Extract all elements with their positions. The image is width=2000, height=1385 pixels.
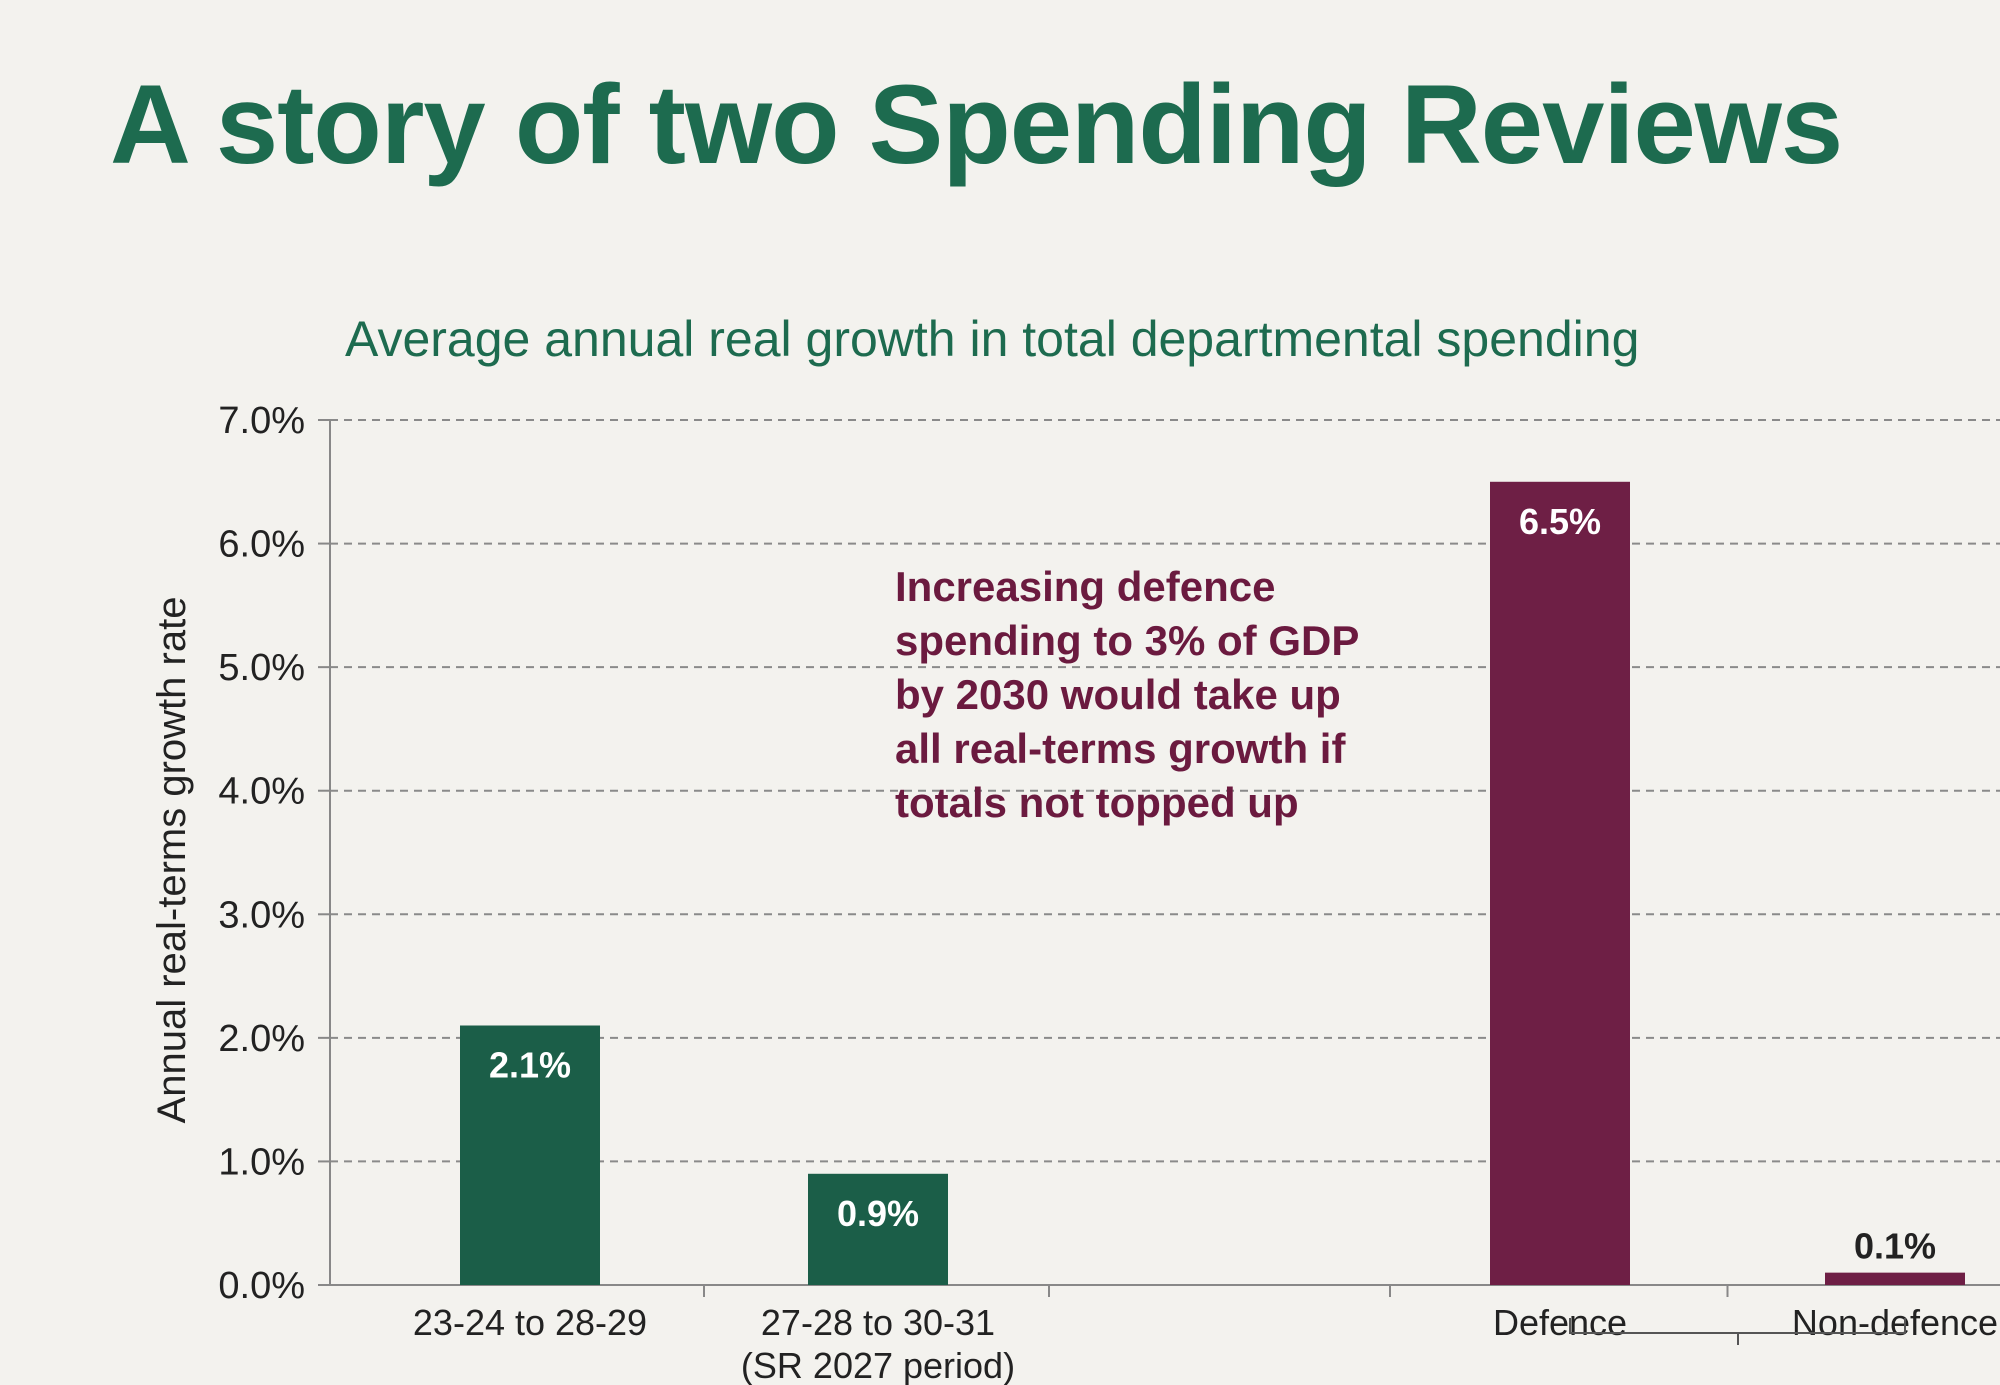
bar [1490, 481, 1630, 1285]
annotation-line: all real-terms growth if [895, 725, 1346, 772]
y-tick-label: 0.0% [218, 1265, 305, 1307]
bar [1825, 1272, 1965, 1285]
y-tick-label: 4.0% [218, 771, 305, 813]
data-label: 0.1% [1854, 1226, 1936, 1267]
x-tick-sublabel: (SR 2027 period) [741, 1345, 1015, 1385]
y-tick-label: 6.0% [218, 524, 305, 566]
bar [808, 1173, 948, 1285]
data-label: 6.5% [1519, 501, 1601, 542]
x-tick-label: 23-24 to 28-29 [413, 1302, 647, 1343]
category-bracket [1569, 1318, 1906, 1345]
y-tick-label: 5.0% [218, 647, 305, 689]
annotation: Increasing defence spending to 3% of GDP… [895, 560, 1359, 830]
x-tick-label: Non-defence [1792, 1302, 1998, 1343]
y-tick-label: 2.0% [218, 1018, 305, 1060]
x-tick-label: Defence [1493, 1302, 1627, 1343]
annotation-line: by 2030 would take up [895, 671, 1341, 718]
y-tick-label: 7.0% [218, 400, 305, 442]
chart-title: Average annual real growth in total depa… [345, 311, 1640, 367]
y-tick-label: 3.0% [218, 894, 305, 936]
annotation-line: Increasing defence [895, 563, 1276, 610]
slide-title: A story of two Spending Reviews [110, 62, 1843, 187]
annotation-line: spending to 3% of GDP [895, 617, 1360, 664]
x-tick-label: 27-28 to 30-31 [761, 1302, 995, 1343]
data-label: 0.9% [837, 1193, 919, 1234]
data-label: 2.1% [489, 1045, 571, 1086]
annotation-line: totals not topped up [895, 779, 1299, 826]
y-axis-label: Annual real-terms growth rate [150, 597, 194, 1124]
bar [460, 1025, 600, 1285]
y-tick-label: 1.0% [218, 1141, 305, 1183]
